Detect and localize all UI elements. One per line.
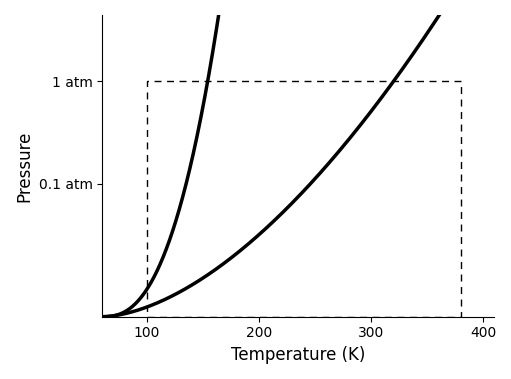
X-axis label: Temperature (K): Temperature (K) xyxy=(231,346,365,364)
Y-axis label: Pressure: Pressure xyxy=(15,130,33,202)
